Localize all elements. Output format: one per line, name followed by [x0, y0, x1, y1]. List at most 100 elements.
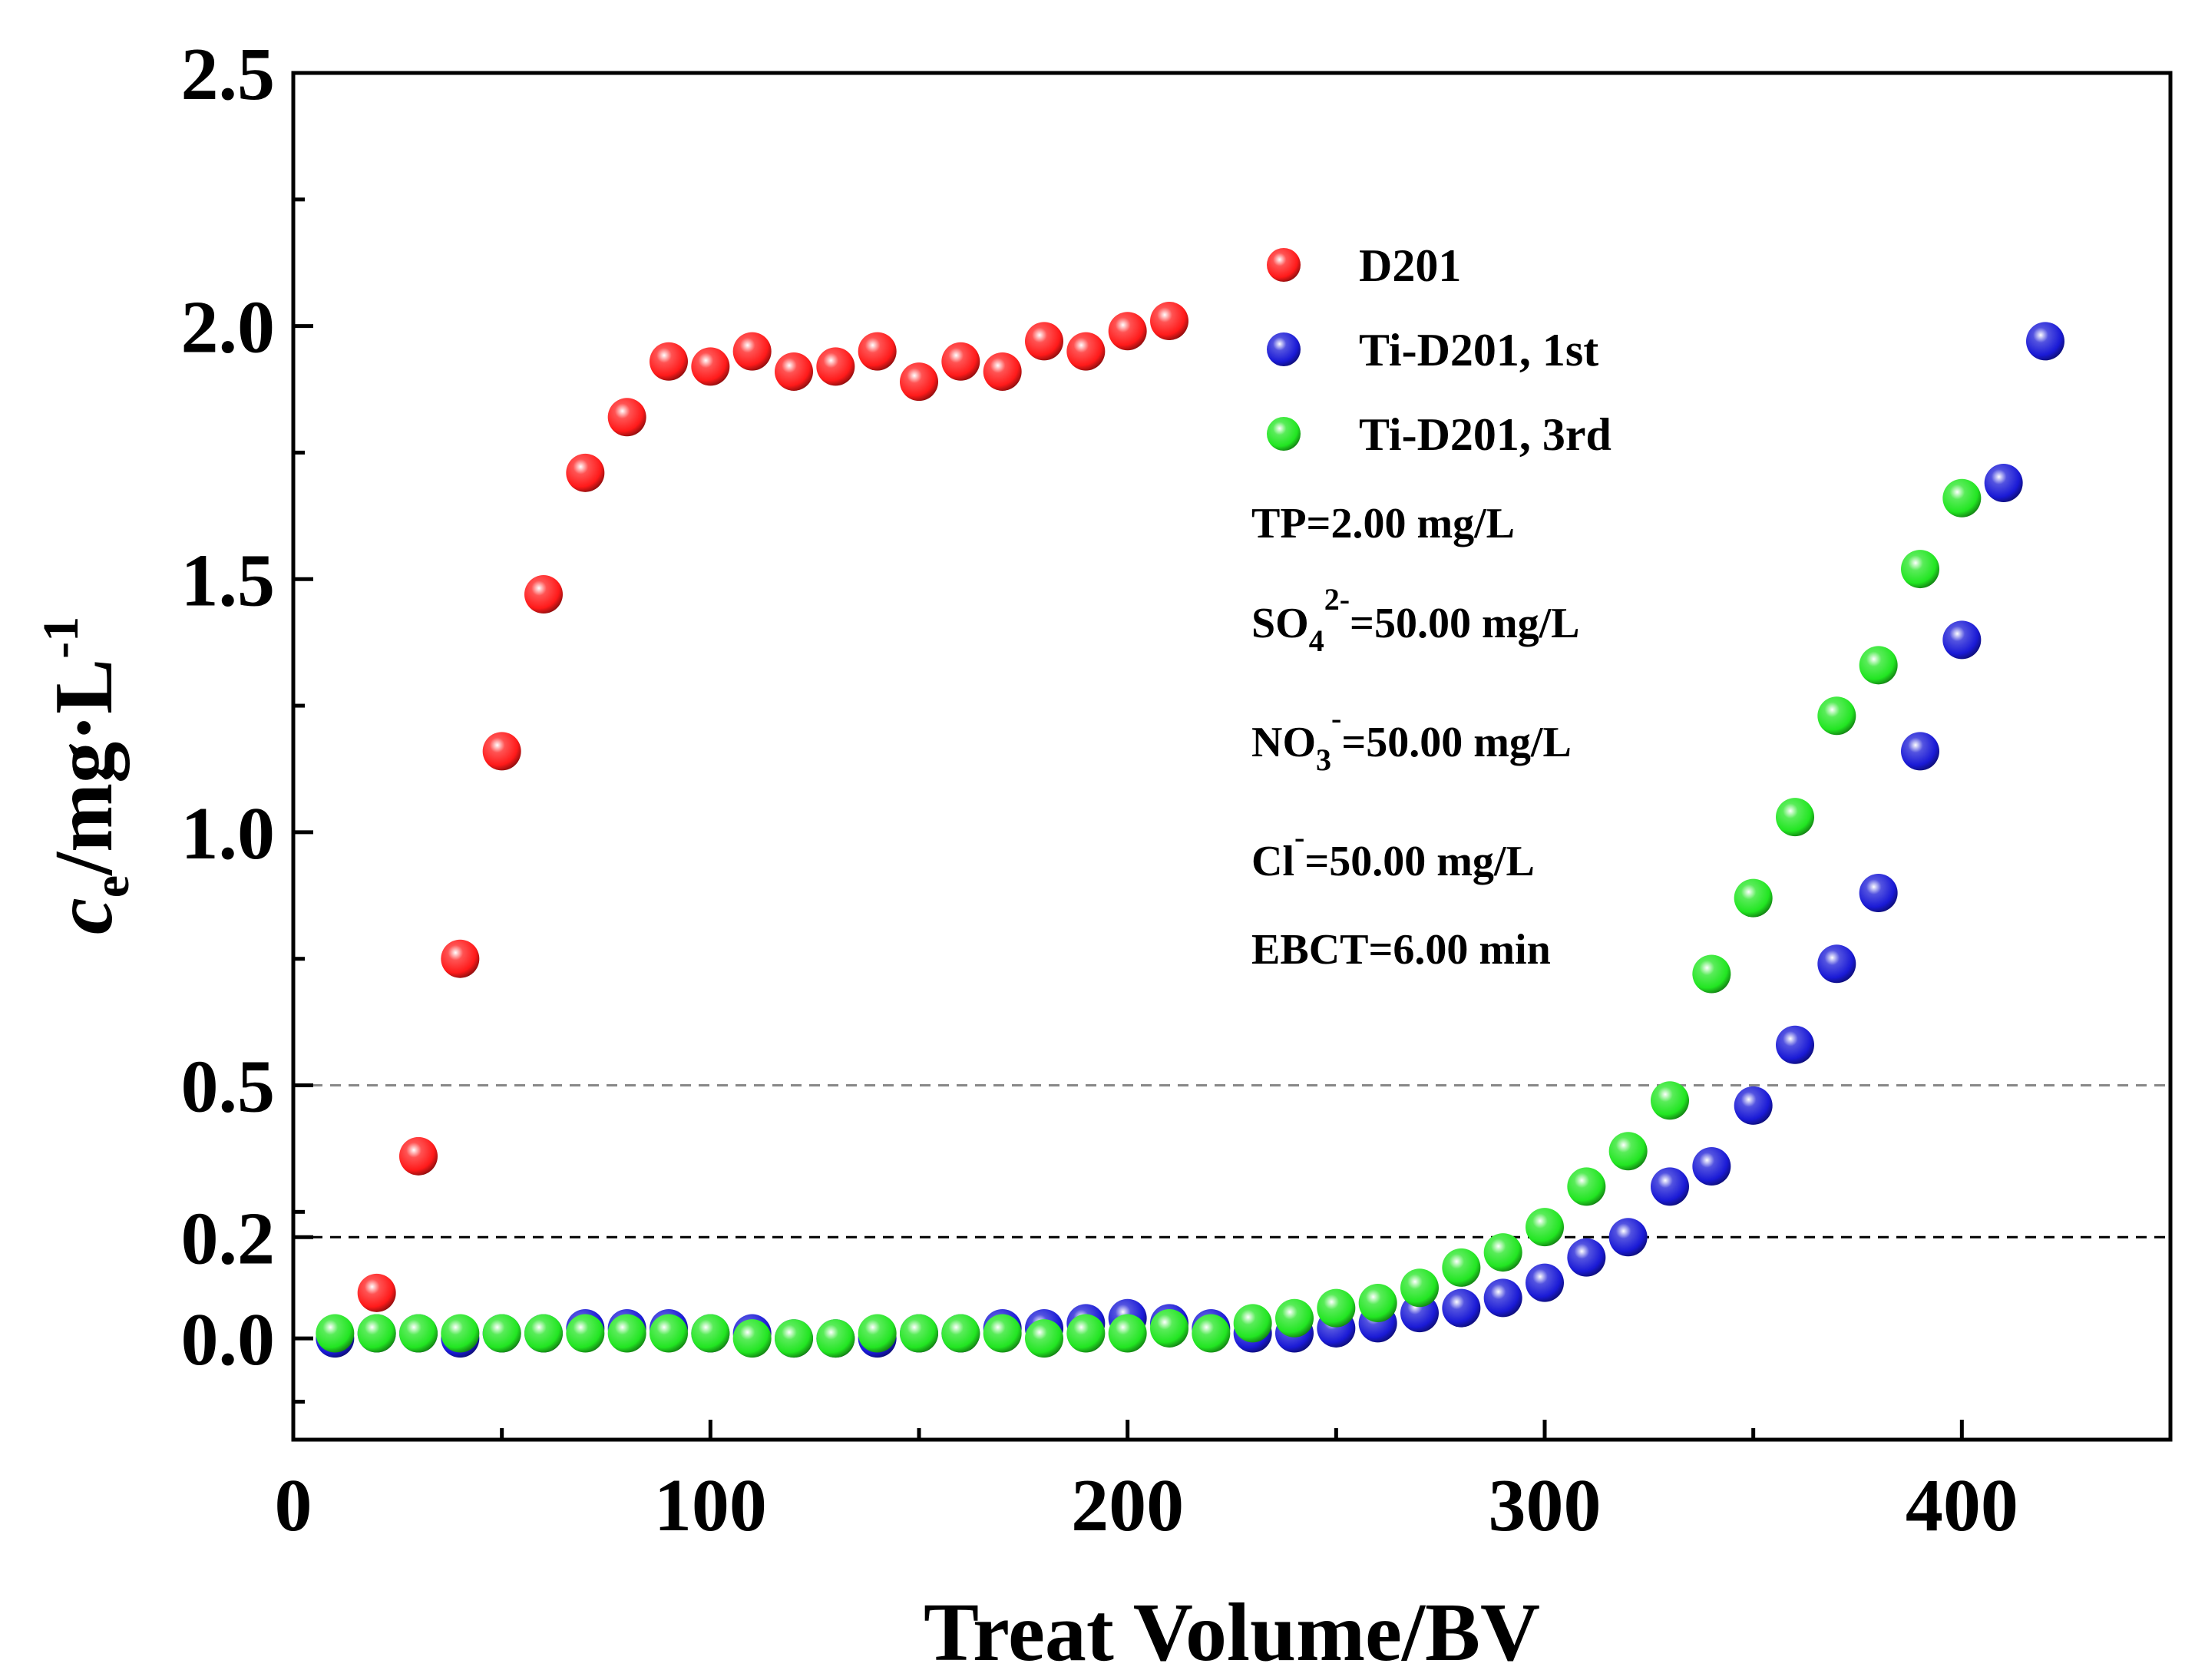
data-point — [1942, 478, 1982, 518]
data-point — [1317, 1288, 1356, 1328]
data-point — [1692, 1147, 1731, 1186]
data-point — [983, 352, 1022, 391]
data-point — [1275, 1298, 1314, 1338]
y-axis-superscript: -1 — [33, 617, 89, 659]
data-point — [1483, 1233, 1522, 1272]
condition-part: =50.00 mg/L — [1350, 600, 1579, 647]
data-point — [650, 342, 688, 381]
axis-ticks — [291, 71, 1964, 1440]
y-tick-label: 1.5 — [181, 539, 276, 622]
data-point — [357, 1314, 396, 1353]
data-point — [1942, 620, 1982, 660]
data-point — [1817, 944, 1856, 984]
data-point — [1358, 1284, 1397, 1322]
x-tick-label: 200 — [1071, 1464, 1184, 1547]
data-point — [1734, 1086, 1773, 1125]
condition-part: =50.00 mg/L — [1341, 719, 1571, 766]
data-points — [316, 302, 2064, 1358]
y-axis-subscript: e — [84, 875, 140, 898]
condition-text: TP=2.00 mg/L — [1251, 500, 1515, 547]
legend-label: D201 — [1359, 240, 1461, 291]
legend-marker — [1267, 332, 1301, 366]
data-point — [1066, 1314, 1106, 1353]
condition-part: 3 — [1316, 742, 1331, 777]
data-point — [399, 1314, 438, 1353]
data-point — [941, 342, 980, 381]
data-point — [1526, 1263, 1564, 1302]
data-point — [1859, 874, 1898, 912]
y-axis-symbol: c — [38, 898, 130, 934]
x-tick-label: 0 — [275, 1464, 312, 1547]
condition-text: SO42-=50.00 mg/L — [1251, 582, 1580, 658]
data-point — [441, 939, 480, 978]
data-point — [900, 1314, 938, 1353]
data-point — [858, 332, 897, 371]
data-point — [816, 347, 855, 386]
legend-label: Ti-D201, 1st — [1359, 325, 1598, 375]
data-point — [732, 332, 772, 371]
data-point — [316, 1314, 355, 1353]
condition-part: Cl — [1251, 838, 1294, 885]
data-point — [1567, 1167, 1606, 1206]
y-tick-label: 0.5 — [181, 1046, 276, 1129]
data-point — [1817, 696, 1856, 736]
y-tick-label: 0.2 — [181, 1197, 276, 1280]
condition-text: Cl-=50.00 mg/L — [1251, 820, 1535, 885]
data-point — [650, 1314, 688, 1353]
data-point — [357, 1273, 396, 1312]
tick-labels: 0 100 200 300 400 0.0 0.2 0.5 1.0 1.5 2.0 2.5 — [181, 33, 2018, 1547]
data-point — [1150, 1308, 1188, 1348]
data-point — [941, 1314, 980, 1353]
data-point — [900, 362, 938, 402]
data-point — [1651, 1081, 1689, 1120]
data-point — [732, 1319, 772, 1358]
y-tick-label: 2.0 — [181, 286, 276, 369]
y-tick-label: 2.5 — [181, 33, 276, 116]
data-point — [1150, 302, 1188, 341]
data-point — [607, 1314, 646, 1353]
condition-part: - — [1331, 701, 1341, 736]
data-point — [566, 453, 605, 492]
condition-part: =50.00 mg/L — [1304, 838, 1534, 885]
condition-part: EBCT=6.00 min — [1251, 926, 1551, 974]
y-tick-label: 1.0 — [181, 792, 276, 875]
data-point — [1442, 1248, 1481, 1287]
x-axis-title: Treat Volume/BV — [924, 1587, 1540, 1678]
data-point — [1901, 732, 1939, 771]
data-point — [1442, 1288, 1481, 1328]
data-point — [775, 352, 813, 391]
condition-text: NO3-=50.00 mg/L — [1251, 701, 1572, 777]
data-point — [1692, 954, 1731, 994]
data-point — [1859, 646, 1898, 685]
data-point — [816, 1319, 855, 1358]
data-point — [524, 1314, 563, 1353]
data-point — [1651, 1167, 1689, 1206]
x-tick-label: 100 — [654, 1464, 767, 1547]
data-point — [775, 1319, 813, 1358]
condition-part: TP=2.00 mg/L — [1251, 500, 1515, 547]
x-tick-label: 400 — [1906, 1464, 2018, 1547]
data-point — [482, 732, 521, 771]
data-point — [1025, 322, 1063, 361]
condition-part: SO — [1251, 600, 1309, 647]
data-point — [607, 398, 646, 437]
data-point — [691, 347, 730, 386]
data-point — [524, 575, 563, 614]
data-point — [1901, 550, 1939, 589]
data-point — [1984, 464, 2023, 502]
legend: D201 Ti-D201, 1st Ti-D201, 3rd — [1267, 240, 1612, 460]
data-point — [1025, 1319, 1063, 1358]
legend-label: Ti-D201, 3rd — [1359, 409, 1612, 460]
data-point — [1776, 798, 1814, 837]
y-tick-label: 0.0 — [181, 1298, 276, 1381]
condition-part: 4 — [1309, 623, 1324, 658]
data-point — [1192, 1314, 1231, 1353]
data-point — [1734, 878, 1773, 918]
condition-text: EBCT=6.00 min — [1251, 926, 1551, 974]
data-point — [1526, 1208, 1564, 1247]
data-point — [1567, 1238, 1606, 1277]
y-axis-title: ce/mg·L-1 — [33, 617, 140, 934]
data-point — [858, 1314, 897, 1353]
data-point — [2026, 322, 2064, 361]
